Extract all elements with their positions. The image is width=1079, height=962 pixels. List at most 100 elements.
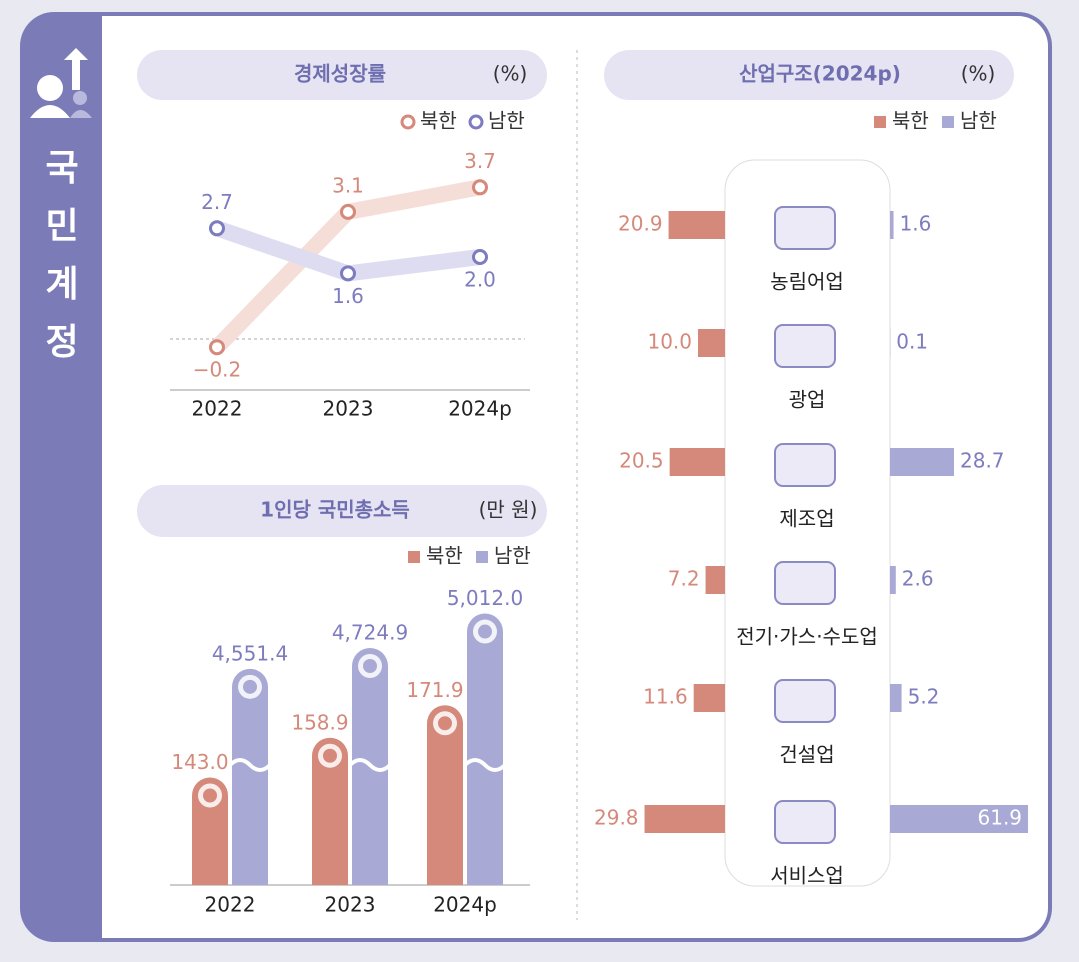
category-label: 농림어업 xyxy=(770,270,844,294)
title-pill xyxy=(137,485,547,537)
bar xyxy=(192,777,228,885)
point xyxy=(472,249,488,265)
category-icon xyxy=(774,443,836,487)
value-label: 4,551.4 xyxy=(212,641,288,665)
category-icon xyxy=(774,800,836,844)
axis-break xyxy=(463,758,507,772)
x-tick-label: 2022 xyxy=(205,893,256,917)
panel-edge xyxy=(102,16,142,938)
value-label: 20.5 xyxy=(619,449,664,473)
value-label: 3.1 xyxy=(332,173,364,197)
value-label: 1.6 xyxy=(900,212,932,236)
bar xyxy=(312,737,348,885)
legend-marker xyxy=(400,114,416,130)
coin-icon xyxy=(363,659,377,674)
value-label: 3.7 xyxy=(464,149,496,173)
point xyxy=(340,265,356,282)
title-pill xyxy=(137,50,547,100)
point xyxy=(209,339,225,356)
bar xyxy=(427,705,463,885)
unit-label: (%) xyxy=(961,62,996,86)
bar xyxy=(890,448,955,476)
bar xyxy=(705,566,725,594)
coin-icon xyxy=(203,788,217,803)
value-label: 28.7 xyxy=(960,449,1005,473)
category-icon xyxy=(774,679,836,723)
category-icon xyxy=(774,324,836,368)
x-tick-label: 2024p xyxy=(448,397,512,421)
point xyxy=(209,220,225,237)
legend-marker xyxy=(874,116,886,128)
value-label: 1.6 xyxy=(332,284,364,308)
bar xyxy=(644,805,725,833)
value-label: 0.1 xyxy=(896,330,928,354)
coin-icon xyxy=(323,748,337,763)
center-panel xyxy=(724,159,891,887)
legend-label: 북한 xyxy=(426,544,463,568)
value-label: 61.9 xyxy=(978,806,1023,830)
value-label: 158.9 xyxy=(291,710,348,734)
value-label: 7.2 xyxy=(668,567,700,591)
bar xyxy=(467,613,503,885)
bar xyxy=(890,805,1029,833)
bar xyxy=(890,566,896,594)
x-tick-label: 2022 xyxy=(192,397,243,421)
bar xyxy=(890,684,902,712)
coin-icon xyxy=(438,716,452,731)
legend-label: 남한 xyxy=(494,544,531,568)
point xyxy=(340,203,356,220)
value-label: 2.7 xyxy=(201,190,233,214)
value-label: 2.6 xyxy=(902,567,934,591)
value-label: 5.2 xyxy=(908,685,940,709)
value-label: 20.9 xyxy=(618,212,663,236)
coin-icon xyxy=(243,679,257,694)
value-label: −0.2 xyxy=(193,358,242,382)
x-tick-label: 2024p xyxy=(433,893,497,917)
value-label: 29.8 xyxy=(594,806,639,830)
bar xyxy=(698,329,725,357)
chart-title: 경제성장률 xyxy=(294,62,386,86)
legend-label: 남한 xyxy=(960,109,997,133)
value-label: 5,012.0 xyxy=(447,586,523,610)
value-label: 143.0 xyxy=(171,750,228,774)
value-label: 171.9 xyxy=(406,678,463,702)
x-tick-label: 2023 xyxy=(323,397,374,421)
value-label: 11.6 xyxy=(643,685,688,709)
legend-marker xyxy=(408,551,420,563)
sidebar-icon xyxy=(30,48,92,118)
legend-label: 북한 xyxy=(420,109,457,133)
legend-marker xyxy=(476,551,488,563)
chart-title: 1인당 국민총소득 xyxy=(260,498,410,522)
axis-break xyxy=(348,758,392,772)
legend-marker xyxy=(468,114,484,130)
value-label: 4,724.9 xyxy=(332,621,408,645)
unit-label: (만 원) xyxy=(479,498,538,522)
category-label: 서비스업 xyxy=(770,864,844,888)
category-label: 광업 xyxy=(789,388,826,412)
sidebar-title: 국민계정 xyxy=(45,148,79,363)
bar xyxy=(669,448,725,476)
chart-title: 산업구조(2024p) xyxy=(739,62,901,86)
bar xyxy=(890,211,894,239)
category-label: 전기·가스·수도업 xyxy=(736,625,878,649)
point xyxy=(472,179,488,196)
legend-label: 북한 xyxy=(892,109,929,133)
value-label: 2.0 xyxy=(464,268,496,292)
title-pill xyxy=(604,50,1014,100)
legend-marker xyxy=(942,116,954,128)
legend-label: 남한 xyxy=(488,109,525,133)
x-tick-label: 2023 xyxy=(325,893,376,917)
axis-break xyxy=(228,758,272,772)
category-label: 건설업 xyxy=(779,743,834,767)
coin-icon xyxy=(478,624,492,639)
bar xyxy=(232,668,268,885)
bar xyxy=(668,211,725,239)
category-label: 제조업 xyxy=(779,507,834,531)
bar xyxy=(693,684,725,712)
category-icon xyxy=(774,206,836,250)
value-label: 10.0 xyxy=(647,330,692,354)
unit-label: (%) xyxy=(493,62,528,86)
category-icon xyxy=(774,561,836,605)
